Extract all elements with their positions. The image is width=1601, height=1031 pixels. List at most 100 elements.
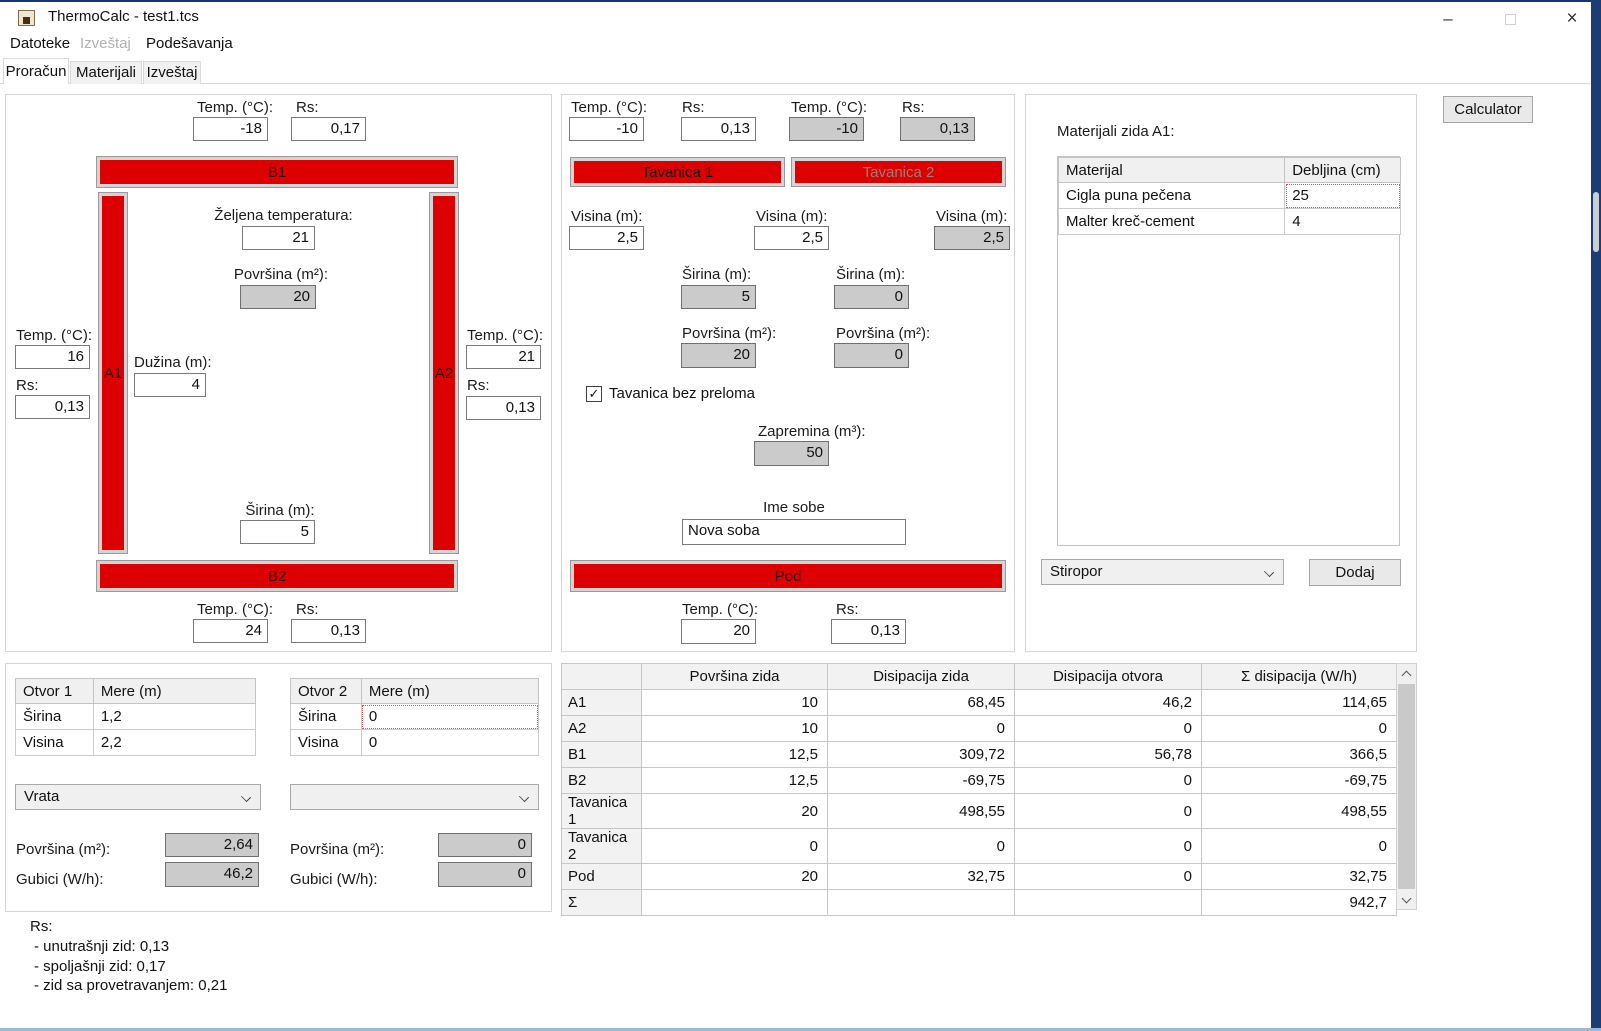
floor-temp-input[interactable]: 20 — [681, 619, 756, 644]
room-area-label: Površina (m²): — [233, 266, 329, 283]
otvor2-row: Širina 0 — [290, 703, 540, 730]
scrollbar-thumb[interactable] — [1398, 684, 1415, 889]
otvor2-losses-output: 0 — [438, 862, 532, 887]
width-input[interactable]: 5 — [240, 520, 315, 544]
a2-temp-label: Temp. (°C): — [467, 327, 544, 344]
results-cell: 56,78 — [1014, 741, 1202, 768]
row-header[interactable]: Tavanica 2 — [561, 828, 642, 864]
otvor2-visina-value[interactable]: 0 — [360, 729, 540, 756]
results-cell: 366,5 — [1201, 741, 1397, 768]
material-name-cell[interactable]: Malter kreč-cement — [1057, 208, 1286, 235]
otvor1-area-label: Površina (m²): — [16, 841, 111, 858]
row-header[interactable]: A2 — [561, 715, 642, 742]
calculator-button[interactable]: Calculator — [1443, 96, 1533, 123]
tavanica2-bar[interactable]: Tavanica 2 — [791, 157, 1006, 187]
results-cell: 32,75 — [827, 863, 1015, 890]
results-col-disipacija-otvora[interactable]: Disipacija otvora — [1014, 663, 1202, 690]
materials-grid-area: Materijal Debljina (cm) Cigla puna pečen… — [1057, 156, 1401, 546]
menu-datoteke[interactable]: Datoteke — [10, 35, 71, 52]
otvor1-mere-header[interactable]: Mere (m) — [92, 678, 257, 704]
ceiling-no-break-label: Tavanica bez preloma — [609, 385, 755, 402]
tab-materijali[interactable]: Materijali — [70, 61, 142, 84]
room-name-input[interactable]: Nova soba — [682, 519, 906, 545]
length-input[interactable]: 4 — [134, 373, 206, 397]
wall-a1-bar[interactable]: A1 — [98, 192, 128, 554]
otvor2-type-select[interactable] — [290, 784, 539, 810]
tab-proracun[interactable]: Proračun — [3, 58, 69, 84]
b2-rs-label: Rs: — [296, 601, 319, 618]
tav2-temp-output: -10 — [789, 117, 864, 141]
results-cell — [641, 889, 828, 916]
tab-izvestaj[interactable]: Izveštaj — [143, 61, 201, 84]
otvor1-losses-label: Gubici (W/h): — [16, 871, 104, 888]
maximize-button[interactable] — [1487, 4, 1533, 34]
floor-bar[interactable]: Pod — [570, 560, 1006, 592]
scroll-up-icon[interactable] — [1397, 664, 1416, 683]
tav1-rs-input[interactable]: 0,13 — [681, 117, 756, 141]
wall-b1-bar[interactable]: B1 — [96, 156, 458, 188]
material-name-cell[interactable]: Cigla puna pečena — [1057, 182, 1286, 209]
b1-rs-input[interactable]: 0,17 — [291, 117, 366, 141]
otvor2-mere-header[interactable]: Mere (m) — [360, 678, 540, 704]
results-cell: 32,75 — [1201, 863, 1397, 890]
row-header[interactable]: B1 — [561, 741, 642, 768]
otvor1-visina-value[interactable]: 2,2 — [92, 729, 257, 756]
otvor2-sirina-value[interactable]: 0 — [360, 703, 540, 730]
material-select[interactable]: Stiropor — [1041, 559, 1284, 585]
materials-col-materijal[interactable]: Materijal — [1057, 157, 1286, 183]
wall-a2-bar[interactable]: A2 — [429, 192, 459, 554]
results-row-pod: Pod 20 32,75 0 32,75 — [561, 863, 1397, 890]
tav1-height2-input[interactable]: 2,5 — [754, 226, 829, 250]
window-title: ThermoCalc - test1.tcs — [48, 8, 199, 25]
otvor2-visina-label: Visina — [290, 729, 362, 756]
row-header[interactable]: Tavanica 1 — [561, 793, 642, 829]
otvor1-sirina-value[interactable]: 1,2 — [92, 703, 257, 730]
floor-rs-input[interactable]: 0,13 — [831, 619, 906, 644]
tavanica1-bar[interactable]: Tavanica 1 — [570, 157, 785, 187]
results-row-sum: Σ 942,7 — [561, 889, 1397, 916]
ceiling-no-break-checkbox[interactable]: ✓ Tavanica bez preloma — [586, 385, 755, 402]
results-row-b2: B2 12,5 -69,75 0 -69,75 — [561, 767, 1397, 794]
menu-podesavanja[interactable]: Podešavanja — [146, 35, 233, 52]
title-bar: ThermoCalc - test1.tcs – × — [0, 2, 1591, 32]
window-right-border — [1591, 0, 1601, 1031]
otvor1-type-select[interactable]: Vrata — [15, 784, 261, 810]
a1-rs-input[interactable]: 0,13 — [15, 395, 90, 419]
row-header-sum[interactable]: Σ — [561, 889, 642, 916]
results-scrollbar[interactable] — [1396, 663, 1417, 910]
materials-col-debljina[interactable]: Debljina (cm) — [1284, 157, 1401, 183]
material-thickness-cell[interactable]: 4 — [1284, 208, 1401, 235]
results-cell: 0 — [827, 828, 1015, 864]
b1-temp-input[interactable]: -18 — [193, 117, 268, 141]
a1-temp-input[interactable]: 16 — [15, 345, 90, 369]
menu-bar: Datoteke Izveštaj Podešavanja — [0, 32, 1591, 58]
material-select-value: Stiropor — [1050, 563, 1103, 580]
tav1-temp-label: Temp. (°C): — [571, 99, 648, 116]
material-thickness-cell[interactable]: 25 — [1284, 182, 1401, 209]
desired-temp-input[interactable]: 21 — [242, 226, 315, 250]
tav1-temp-input[interactable]: -10 — [569, 117, 644, 141]
b2-rs-input[interactable]: 0,13 — [291, 619, 366, 643]
otvor1-title[interactable]: Otvor 1 — [15, 678, 94, 704]
results-col-disipacija-zida[interactable]: Disipacija zida — [827, 663, 1015, 690]
a2-rs-input[interactable]: 0,13 — [466, 396, 541, 420]
results-cell: 68,45 — [827, 689, 1015, 716]
floor-temp-label: Temp. (°C): — [682, 601, 759, 618]
close-button[interactable]: × — [1549, 4, 1595, 34]
scroll-down-icon[interactable] — [1397, 890, 1416, 909]
minimize-button[interactable]: – — [1425, 4, 1471, 34]
add-material-button[interactable]: Dodaj — [1309, 559, 1401, 586]
results-row-a1: A1 10 68,45 46,2 114,65 — [561, 689, 1397, 716]
results-col-povrsina[interactable]: Površina zida — [641, 663, 828, 690]
a2-temp-input[interactable]: 21 — [466, 345, 541, 369]
otvor2-title[interactable]: Otvor 2 — [290, 678, 362, 704]
b2-temp-input[interactable]: 24 — [193, 619, 268, 643]
row-header[interactable]: A1 — [561, 689, 642, 716]
results-col-suma[interactable]: Σ disipacija (W/h) — [1201, 663, 1397, 690]
row-header[interactable]: Pod — [561, 863, 642, 890]
wall-b2-bar[interactable]: B2 — [96, 560, 458, 592]
window-top-border — [0, 0, 1601, 2]
tav1-height-input[interactable]: 2,5 — [569, 226, 644, 250]
otvor1-losses-output: 46,2 — [165, 862, 259, 887]
row-header[interactable]: B2 — [561, 767, 642, 794]
